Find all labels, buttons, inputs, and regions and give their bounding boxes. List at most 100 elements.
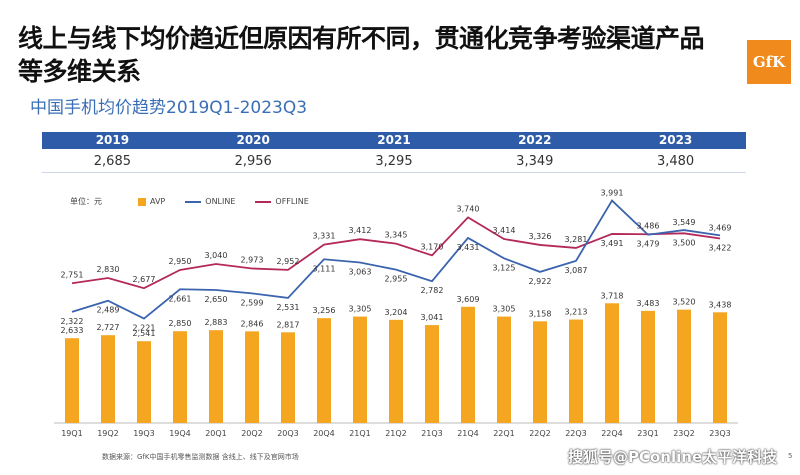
data-source-note: 数据来源：GfK中国手机零售监测数据 含线上、线下及官网市场 <box>102 453 299 461</box>
avp-value-label: 3,305 <box>349 305 372 314</box>
avp-value-label: 2,846 <box>241 319 264 328</box>
online-value-label: 3,125 <box>493 263 516 272</box>
year-label: 2020 <box>236 133 270 147</box>
offline-value-label: 3,414 <box>493 226 516 235</box>
year-average: 2,685 <box>93 154 131 169</box>
legend-swatch-avp <box>138 197 146 206</box>
avp-value-label: 3,483 <box>637 299 660 308</box>
offline-value-label: 3,491 <box>601 239 624 248</box>
online-value-label: 3,063 <box>349 267 372 276</box>
unit-label: 单位：元 <box>70 197 102 206</box>
x-tick-label: 22Q2 <box>529 429 551 438</box>
avp-bar <box>605 303 619 423</box>
avp-bar <box>65 338 79 423</box>
year-label: 2019 <box>95 133 130 147</box>
offline-value-label: 3,170 <box>421 242 444 251</box>
online-value-label: 2,531 <box>277 303 300 312</box>
watermark: 搜狐号@PConline太平洋科技 <box>568 448 778 466</box>
online-value-label: 2,922 <box>529 277 552 286</box>
x-tick-label: 22Q3 <box>565 429 587 438</box>
online-value-label: 2,221 <box>133 324 156 333</box>
offline-value-label: 3,345 <box>385 231 408 240</box>
year-average-row: 2,685 2,956 3,295 3,349 3,480 <box>42 152 746 172</box>
x-tick-label: 23Q3 <box>709 429 731 438</box>
avp-bar <box>677 309 691 423</box>
x-tick-label: 21Q2 <box>385 429 407 438</box>
avp-bar <box>209 330 223 423</box>
avp-value-label: 3,305 <box>493 305 516 314</box>
legend-label: ONLINE <box>205 197 236 206</box>
chart-legend: 单位：元 AVP ONLINE OFFLINE <box>70 196 323 207</box>
avp-value-label: 2,727 <box>97 323 120 332</box>
offline-value-label: 3,422 <box>709 244 732 253</box>
online-value-label: 2,599 <box>241 298 264 307</box>
avp-value-label: 3,213 <box>565 308 588 317</box>
avp-value-label: 3,718 <box>601 291 624 300</box>
avp-bar <box>101 335 115 423</box>
offline-value-label: 3,331 <box>313 232 336 241</box>
year-label: 2022 <box>518 133 552 147</box>
avp-bar <box>353 316 367 423</box>
avp-bar <box>317 318 331 423</box>
online-value-label: 3,991 <box>601 189 624 198</box>
x-tick-label: 22Q4 <box>601 429 623 438</box>
avp-bar <box>533 321 547 423</box>
online-series-line <box>71 199 721 320</box>
offline-value-label: 2,950 <box>169 257 192 266</box>
avp-bar <box>461 306 475 423</box>
year-header-band: 2019 2020 2021 2022 2023 <box>42 132 746 149</box>
online-value-label: 2,322 <box>61 317 84 326</box>
avp-value-label: 2,541 <box>133 329 156 338</box>
avp-value-label: 2,817 <box>277 320 300 329</box>
avp-value-label: 2,850 <box>169 319 192 328</box>
avp-bar <box>245 331 259 423</box>
online-value-label: 3,087 <box>565 266 588 275</box>
avp-value-label: 2,633 <box>61 326 84 335</box>
avp-value-label: 3,204 <box>385 308 408 317</box>
avp-bar <box>281 332 295 423</box>
legend-swatch-offline <box>255 200 272 203</box>
x-tick-label: 19Q3 <box>133 429 155 438</box>
avp-value-label: 3,609 <box>457 295 480 304</box>
legend-swatch-online <box>185 200 202 203</box>
online-value-label: 2,782 <box>421 286 444 295</box>
avp-bar <box>569 319 583 423</box>
x-tick-label: 22Q1 <box>493 429 515 438</box>
offline-value-label: 2,830 <box>97 265 120 274</box>
x-tick-label: 23Q2 <box>673 429 695 438</box>
year-average: 3,480 <box>656 154 695 169</box>
divider <box>42 172 746 173</box>
offline-value-label: 2,751 <box>61 270 84 279</box>
offline-value-label: 3,740 <box>457 204 480 213</box>
online-value-label: 2,955 <box>385 275 408 284</box>
year-average: 3,295 <box>375 154 413 169</box>
year-average: 3,349 <box>516 154 554 169</box>
headline: 线上与线下均价趋近但原因有所不同，贯通化竞争考验渠道产品等多维关系 <box>18 24 705 86</box>
legend-label: OFFLINE <box>275 197 309 206</box>
chart-subtitle: 中国手机均价趋势2019Q1-2023Q3 <box>30 98 308 118</box>
avp-value-label: 3,158 <box>529 309 552 318</box>
avp-value-label: 3,520 <box>673 298 696 307</box>
offline-series-line <box>71 216 721 290</box>
avp-bar <box>641 310 655 423</box>
avp-bar <box>497 316 511 423</box>
x-tick-label: 21Q4 <box>457 429 479 438</box>
price-trend-chart: 2,633 19Q1 2,727 19Q2 2,541 19Q3 2,850 19Q4 2,88… <box>54 189 738 438</box>
offline-value-label: 2,952 <box>277 257 300 266</box>
legend-item-online: ONLINE <box>185 197 235 206</box>
online-value-label: 2,650 <box>205 295 228 304</box>
year-average: 2,956 <box>234 154 272 169</box>
online-value-label: 3,111 <box>313 264 336 273</box>
year-label: 2023 <box>658 133 693 147</box>
x-tick-label: 23Q1 <box>637 429 659 438</box>
offline-value-label: 2,973 <box>241 255 264 264</box>
avp-value-label: 3,438 <box>709 300 732 309</box>
legend-item-offline: OFFLINE <box>255 197 309 206</box>
x-tick-label: 19Q2 <box>97 429 119 438</box>
online-value-label: 2,661 <box>169 294 192 303</box>
x-tick-label: 20Q3 <box>277 429 299 438</box>
page-number: 5 <box>788 452 793 460</box>
avp-bar <box>173 331 187 423</box>
offline-value-label: 3,486 <box>637 221 660 230</box>
x-tick-label: 21Q1 <box>349 429 371 438</box>
